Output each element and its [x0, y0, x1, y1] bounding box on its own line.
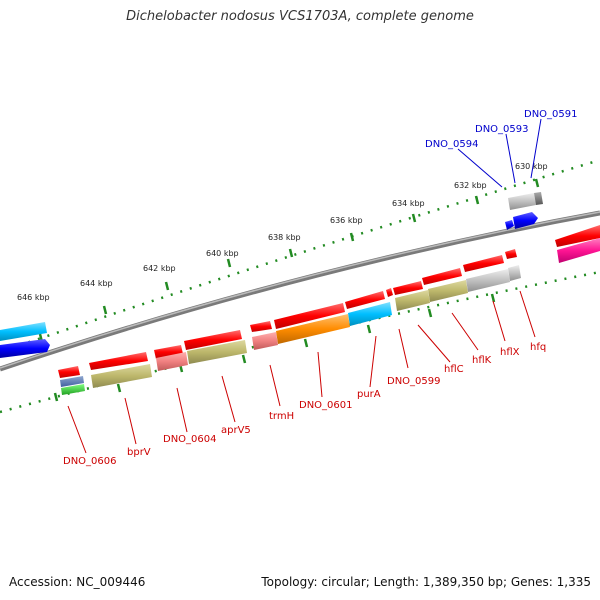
cds-hflk[interactable]	[463, 255, 504, 272]
inner-scale-ring	[0, 270, 600, 414]
cog-pura[interactable]	[348, 302, 392, 326]
reverse-cds-track[interactable]	[58, 225, 600, 378]
genome-backbone	[0, 210, 600, 372]
cds-aprv5[interactable]	[184, 330, 242, 350]
gene-label-dno0601: DNO_0601	[299, 400, 353, 411]
gene-label-dno0604: DNO_0604	[163, 434, 217, 445]
gene-label-hfq: hfq	[530, 342, 546, 353]
cog-hflx[interactable]	[508, 265, 521, 281]
cog-aprv5[interactable]	[187, 340, 247, 364]
map-title: Dichelobacter nodosus VCS1703A, complete…	[126, 9, 474, 24]
cds-forward-left-cyan[interactable]	[0, 322, 47, 341]
gene-label-aprv5: aprV5	[221, 425, 251, 436]
gene-label-trmh: trmH	[269, 411, 294, 422]
cog-bprv[interactable]	[91, 364, 152, 388]
gene-label-hflk: hflK	[472, 355, 492, 366]
cds-trmh[interactable]	[250, 321, 272, 332]
cds-dno0599[interactable]	[393, 281, 423, 295]
cog-dno0599[interactable]	[395, 290, 430, 311]
cds-hflc[interactable]	[422, 268, 462, 285]
gene-label-dno0606: DNO_0606	[63, 456, 117, 467]
gene-label-hflx: hflX	[500, 347, 520, 358]
cds-pura[interactable]	[345, 291, 385, 309]
scale-label-640: 640 kbp	[206, 249, 239, 258]
scale-labels: 630 kbp 632 kbp 634 kbp 636 kbp 638 kbp …	[17, 162, 548, 302]
cds-right-red[interactable]	[555, 225, 600, 247]
cds-dno0601[interactable]	[274, 303, 345, 329]
reverse-gene-labels: hfq hflX hflK hflC DNO_0599 purA DNO_060…	[63, 342, 546, 467]
cog-dno0606-steel[interactable]	[60, 376, 84, 387]
gene-label-dno0591: DNO_0591	[524, 109, 578, 120]
scale-label-630: 630 kbp	[515, 162, 548, 171]
cds-small-1[interactable]	[386, 288, 393, 297]
cog-dno0604[interactable]	[156, 352, 188, 371]
gene-label-dno0593: DNO_0593	[475, 124, 529, 135]
gene-label-hflc: hflC	[444, 364, 464, 375]
cog-hflk[interactable]	[466, 269, 510, 292]
forward-gene-labels: DNO_0591 DNO_0593 DNO_0594	[425, 109, 578, 150]
scale-label-642: 642 kbp	[143, 264, 176, 273]
gene-label-dno0594: DNO_0594	[425, 139, 479, 150]
cds-forward-small[interactable]	[505, 220, 514, 230]
forward-leader-lines	[457, 118, 542, 188]
accession-text: Accession: NC_009446	[9, 575, 146, 589]
genome-summary: Topology: circular; Length: 1,389,350 bp…	[261, 575, 591, 589]
cds-forward-dno0591[interactable]	[513, 212, 538, 229]
cds-dno0604[interactable]	[154, 345, 183, 359]
scale-label-644: 644 kbp	[80, 279, 113, 288]
reverse-leader-lines	[67, 290, 536, 454]
cds-hflx[interactable]	[505, 249, 517, 259]
scale-label-646: 646 kbp	[17, 293, 50, 302]
gene-label-dno0599: DNO_0599	[387, 376, 441, 387]
cds-dno0606[interactable]	[58, 366, 80, 378]
cog-hflc[interactable]	[428, 280, 468, 302]
cog-dno0601[interactable]	[276, 314, 350, 344]
cog-dno0606-green[interactable]	[61, 384, 85, 395]
scale-label-636: 636 kbp	[330, 216, 363, 225]
scale-label-638: 638 kbp	[268, 233, 301, 242]
scale-label-632: 632 kbp	[454, 181, 487, 190]
outer-scale-ring	[0, 158, 600, 354]
cog-trmh[interactable]	[252, 332, 278, 350]
gene-label-pura: purA	[357, 389, 381, 400]
cds-forward-left-blue[interactable]	[0, 339, 50, 358]
cog-forward-gray[interactable]	[508, 193, 536, 210]
cog-right-pink[interactable]	[557, 238, 600, 263]
cog-track[interactable]	[60, 238, 600, 395]
cog-forward-dgray[interactable]	[534, 192, 543, 205]
gene-label-bprv: bprV	[127, 447, 151, 458]
scale-label-634: 634 kbp	[392, 199, 425, 208]
cds-bprv[interactable]	[89, 352, 148, 370]
forward-cds-track[interactable]	[0, 192, 543, 358]
